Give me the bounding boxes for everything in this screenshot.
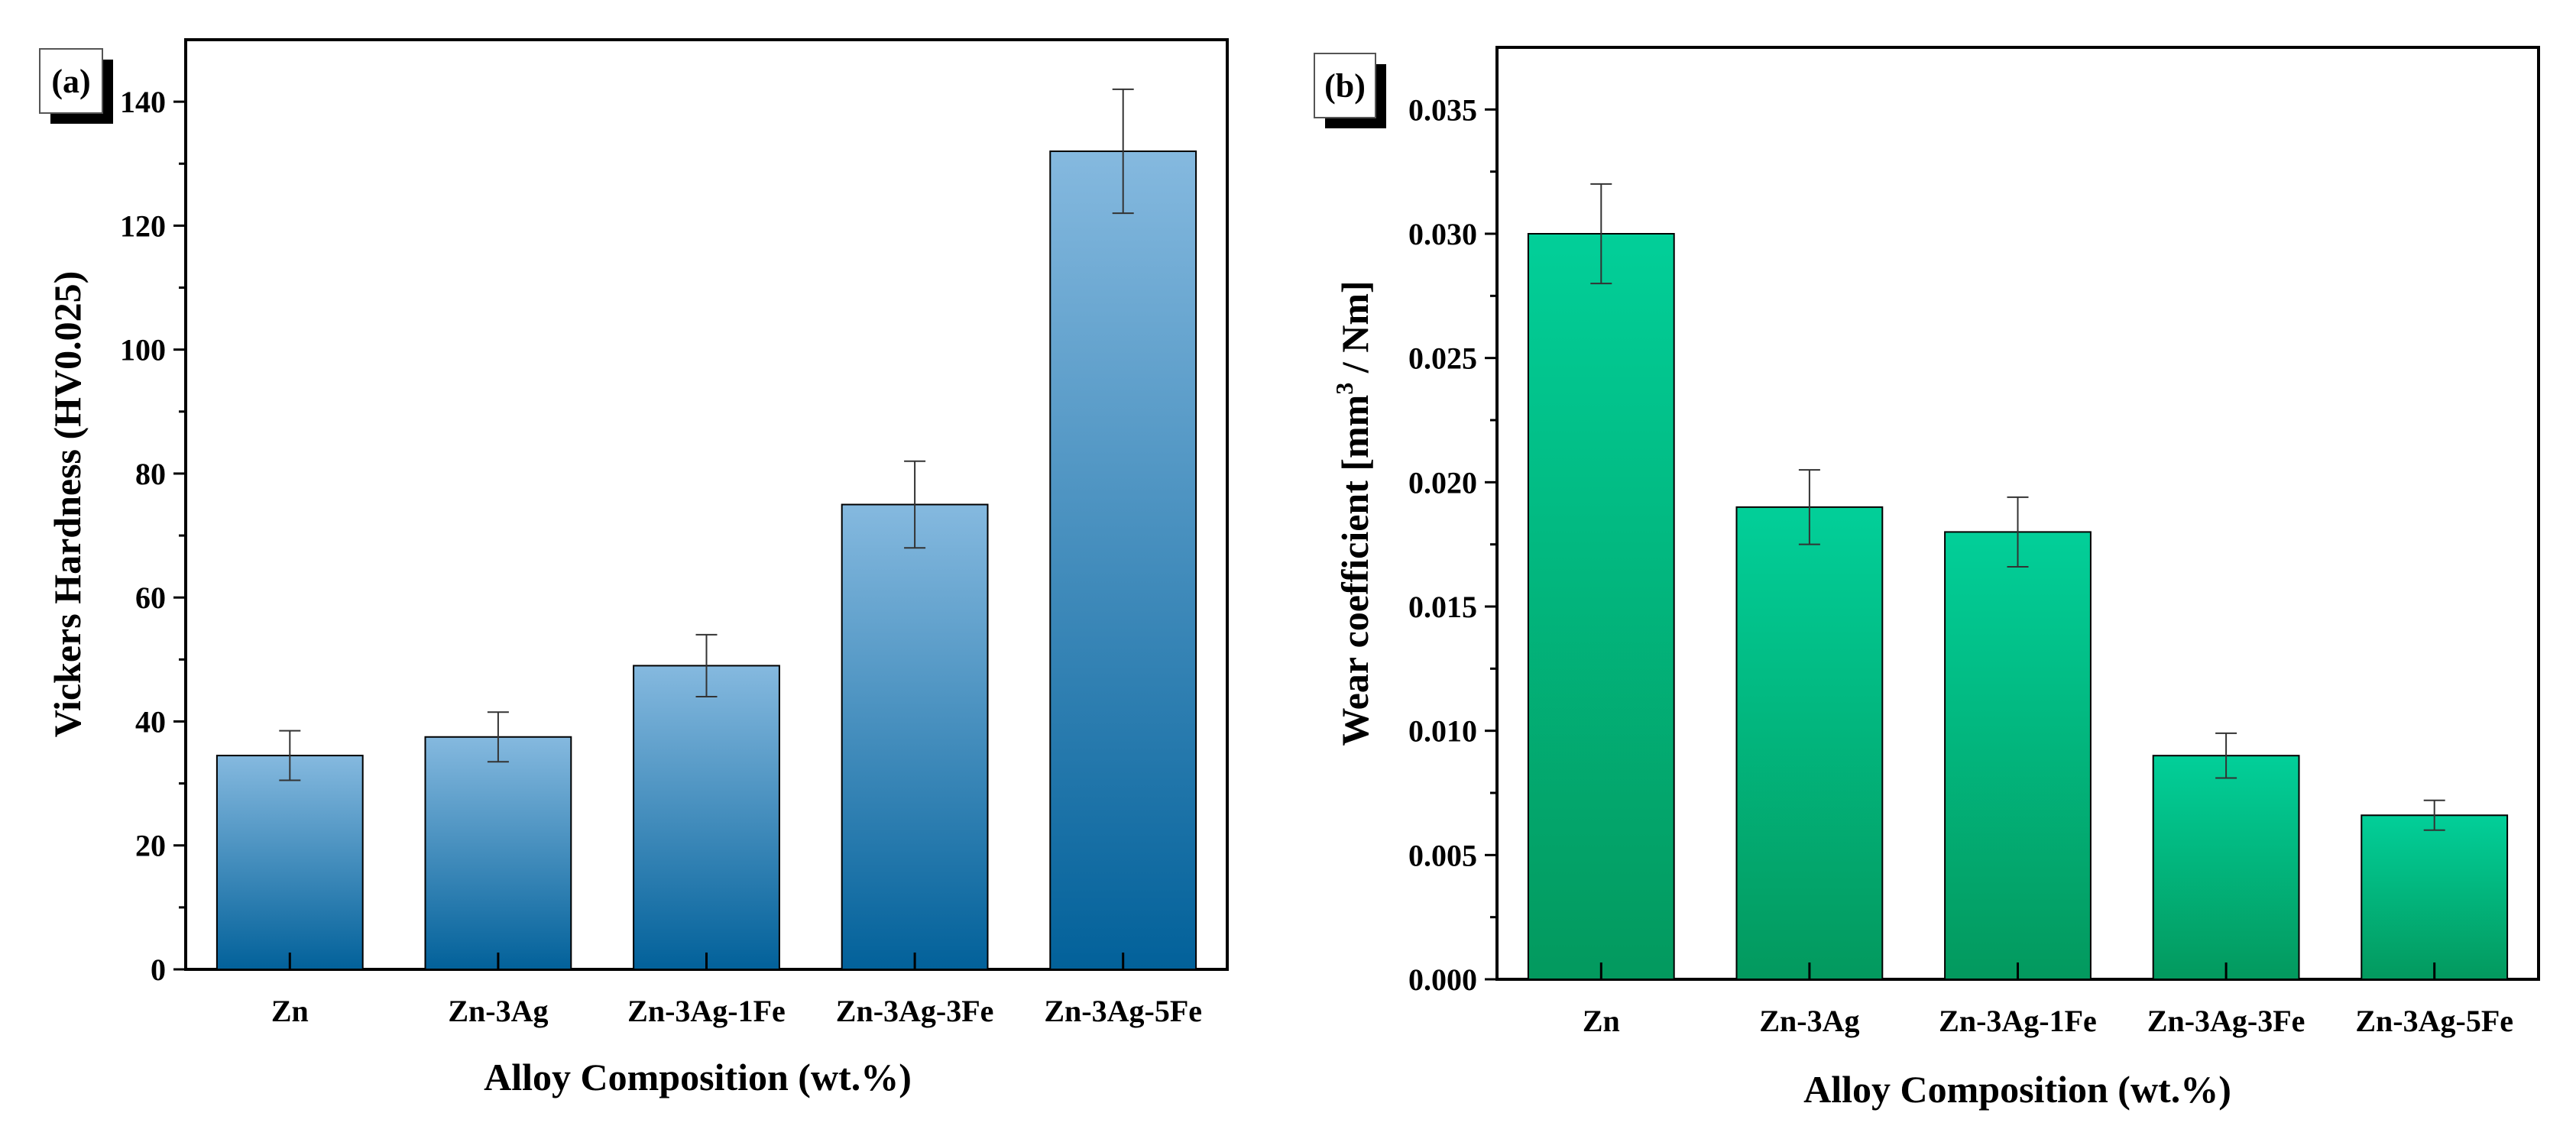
chart-b-bar-3: [2152, 755, 2300, 980]
chart-b-bar-1: [1735, 506, 1884, 980]
chart-a-bar-3: [841, 503, 989, 970]
chart-b-error-bar-1: [1798, 469, 1820, 545]
chart-a-y-tick-label-3: 60: [135, 581, 166, 615]
chart-b-error-bar-2: [2007, 496, 2029, 568]
chart-b-y-axis: 0.000 0.005 0.010 0.015 0.020 0.025 0.030 0.035: [1408, 92, 1497, 997]
chart-a-y-axis-title: Vickers Hardness (HV0.025): [46, 271, 89, 738]
chart-a-error-bar-4: [1112, 88, 1134, 215]
chart-a-x-tick-label-3: Zn-3Ag-3Fe: [836, 994, 994, 1028]
chart-b-y-tick-label-6: 0.030: [1408, 217, 1477, 251]
chart-a-x-tick-label-4: Zn-3Ag-5Fe: [1044, 994, 1202, 1028]
chart-a-bar-1: [424, 736, 572, 970]
chart-b-y-tick-label-4: 0.020: [1408, 465, 1477, 500]
chart-b-y-tick-label-0: 0.000: [1408, 962, 1477, 997]
chart-b: 0.000 0.005 0.010 0.015 0.020 0.025 0.030 0.035…: [1314, 46, 2540, 1111]
chart-a-y-tick-label-4: 80: [135, 457, 166, 491]
chart-a-bar-0: [215, 755, 364, 971]
chart-a-error-bar-3: [904, 460, 926, 549]
chart-b-error-bar-4: [2423, 799, 2445, 831]
chart-a-x-tick-label-2: Zn-3Ag-1Fe: [627, 994, 786, 1028]
chart-a: 0 20 40 60 80 100 120 140 Zn Zn-3Ag Zn-3Ag-1Fe Zn-…: [39, 38, 1229, 1098]
chart-b-y-axis-title-superscript: 3: [1330, 383, 1358, 395]
chart-a-error-bar-1: [487, 711, 509, 763]
chart-a-y-tick-label-5: 100: [120, 333, 166, 367]
chart-b-y-tick-label-2: 0.010: [1408, 714, 1477, 749]
chart-b-bar-0: [1527, 233, 1675, 980]
chart-b-x-axis-title: Alloy Composition (wt.%): [1803, 1068, 2231, 1111]
chart-b-x-tick-label-2: Zn-3Ag-1Fe: [1939, 1004, 2097, 1038]
chart-b-x-tick-label-3: Zn-3Ag-3Fe: [2147, 1004, 2305, 1038]
chart-b-y-axis-title-suffix: / Nm]: [1333, 280, 1376, 382]
chart-b-y-tick-label-5: 0.025: [1408, 341, 1477, 376]
chart-b-x-axis: Zn Zn-3Ag Zn-3Ag-1Fe Zn-3Ag-3Fe Zn-3Ag-5Fe: [1583, 962, 2513, 1038]
chart-a-bar-2: [633, 665, 780, 970]
chart-b-error-bar-3: [2215, 732, 2237, 779]
chart-a-marks: [215, 88, 1197, 971]
chart-a-y-tick-label-0: 0: [151, 953, 166, 987]
chart-b-panel-label-box: [1314, 53, 1376, 118]
chart-b-marks: [1527, 183, 2509, 981]
chart-a-panel-label-box: [39, 48, 103, 114]
chart-b-bar-4: [2361, 814, 2509, 981]
chart-a-y-tick-label-6: 120: [120, 209, 166, 243]
chart-a-y-tick-label-2: 40: [135, 704, 166, 739]
chart-a-panel-label: (a): [51, 63, 90, 100]
chart-a-x-tick-label-0: Zn: [271, 994, 309, 1028]
chart-b-y-axis-title: Wear coefficient [mm3 / Nm]: [1330, 280, 1376, 746]
chart-a-error-bar-0: [279, 730, 301, 781]
chart-a-y-tick-label-1: 20: [135, 829, 166, 863]
chart-a-x-axis: Zn Zn-3Ag Zn-3Ag-1Fe Zn-3Ag-3Fe Zn-3Ag-5Fe: [271, 953, 1202, 1028]
chart-a-x-axis-title: Alloy Composition (wt.%): [484, 1056, 912, 1098]
chart-b-y-tick-label-7: 0.035: [1408, 92, 1477, 127]
chart-b-y-axis-title-main: Wear coefficient [mm: [1333, 395, 1376, 746]
chart-b-bar-2: [1944, 531, 2092, 980]
chart-b-x-tick-label-0: Zn: [1583, 1004, 1620, 1038]
chart-a-bar-4: [1049, 150, 1197, 970]
chart-b-y-tick-label-3: 0.015: [1408, 590, 1477, 624]
chart-b-y-tick-label-1: 0.005: [1408, 838, 1477, 872]
chart-a-error-bar-2: [695, 633, 718, 698]
chart-b-x-tick-label-1: Zn-3Ag: [1759, 1004, 1859, 1038]
chart-a-y-axis: 0 20 40 60 80 100 120 140: [120, 85, 186, 987]
chart-a-y-tick-label-7: 140: [120, 85, 166, 119]
chart-b-x-tick-label-4: Zn-3Ag-5Fe: [2355, 1004, 2513, 1038]
chart-b-error-bar-0: [1590, 183, 1612, 285]
chart-b-panel-label: (b): [1324, 67, 1366, 105]
chart-a-x-tick-label-1: Zn-3Ag: [448, 994, 548, 1028]
